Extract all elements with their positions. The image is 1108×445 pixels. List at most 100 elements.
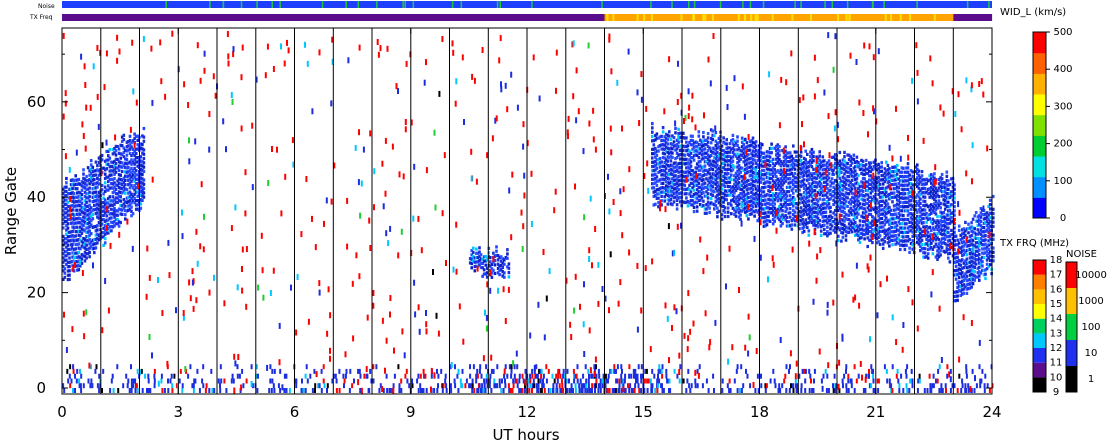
ground-scatter-cell [285, 373, 288, 379]
echo-cell [736, 156, 739, 160]
echo-cell [855, 159, 859, 164]
echo-cell [852, 175, 856, 179]
echo-cell [770, 176, 773, 181]
echo-cell [699, 185, 702, 189]
echo-cell [702, 156, 705, 160]
echo-cell [872, 177, 876, 182]
ground-scatter-cell [629, 383, 632, 389]
echo-cell [830, 155, 834, 159]
ground-scatter-cell [192, 383, 195, 389]
echo-cell [959, 233, 962, 237]
echo-cell [699, 177, 702, 181]
echo-cell [768, 219, 772, 223]
echo-cell [776, 186, 780, 190]
echo-cell [888, 210, 891, 214]
echo-cell [775, 179, 778, 183]
ground-scatter-cell [570, 388, 573, 393]
echo-cell [110, 216, 113, 220]
tx-freq-strip-label: TX Freq [29, 14, 53, 21]
echo-cell [666, 176, 670, 180]
ground-scatter-cell [479, 388, 482, 393]
echo-cell [877, 214, 880, 218]
echo-cell [888, 167, 891, 171]
noise-strip-tick [402, 1, 404, 8]
echo-cell [826, 199, 829, 204]
ground-scatter-cell [607, 373, 610, 379]
noise-strip-label: Noise [38, 3, 55, 10]
echo-cell [678, 148, 682, 152]
ground-scatter-cell [649, 378, 652, 384]
echo-cell [860, 197, 863, 201]
echo-cell [111, 178, 115, 182]
echo-cell [142, 161, 146, 165]
echo-cell [970, 251, 973, 255]
echo-cell [652, 151, 656, 156]
ground-scatter-cell [268, 388, 271, 393]
echo-cell [902, 166, 905, 170]
ground-scatter-cell [822, 373, 825, 379]
echo-cell [694, 166, 697, 170]
ground-scatter-cell [620, 378, 623, 384]
echo-cell [920, 191, 924, 195]
echo-cell [902, 179, 905, 183]
echo-cell [981, 247, 984, 251]
ground-scatter-cell [461, 368, 464, 374]
noise-strip-tick [846, 1, 849, 8]
echo-cell [849, 159, 852, 163]
echo-cell [120, 191, 124, 195]
echo-cell [72, 183, 76, 187]
ground-scatter-cell [593, 364, 596, 370]
echo-cell [113, 172, 116, 176]
echo-cell [753, 167, 756, 171]
echo-cell [779, 177, 783, 181]
ground-scatter-cell [302, 388, 305, 393]
echo-cell [94, 190, 98, 194]
echo-cell [714, 178, 718, 182]
echo-cell [747, 183, 750, 187]
echo-cell [926, 205, 930, 209]
echo-cell [689, 177, 693, 181]
echo-cell [992, 259, 995, 263]
ground-scatter-cell [349, 368, 352, 374]
echo-cell [651, 182, 654, 186]
echo-cell [978, 274, 981, 278]
echo-cell [713, 207, 716, 211]
echo-cell [476, 260, 480, 264]
echo-cell [863, 172, 866, 177]
echo-cell [711, 172, 714, 176]
echo-cell [816, 169, 820, 173]
echo-cell [77, 190, 81, 194]
echo-cell [730, 212, 733, 216]
ground-scatter-cell [388, 388, 391, 393]
echo-cell [737, 194, 741, 198]
echo-cell [733, 208, 736, 212]
ground-scatter-cell [306, 378, 309, 384]
echo-cell [930, 185, 933, 190]
echo-cell [939, 180, 942, 184]
echo-cell [88, 182, 91, 186]
echo-cell [810, 147, 814, 152]
ground-scatter-cell [445, 383, 448, 389]
echo-cell [877, 180, 880, 184]
echo-cell [925, 177, 928, 181]
echo-cell [705, 160, 708, 164]
echo-cell [107, 222, 110, 226]
echo-cell [829, 167, 832, 171]
echo-cell [826, 195, 829, 199]
ground-scatter-cell [460, 383, 463, 389]
echo-cell [672, 200, 676, 204]
echo-cell [892, 182, 896, 186]
echo-cell [697, 143, 701, 147]
echo-cell [700, 144, 704, 148]
echo-cell [931, 174, 935, 178]
echo-cell [657, 200, 660, 205]
ground-scatter-cell [853, 364, 856, 370]
ground-scatter-cell [658, 378, 661, 384]
ground-scatter-cell [479, 364, 482, 370]
noise-strip-tick [749, 1, 752, 8]
echo-cell [485, 266, 489, 271]
echo-cell [722, 157, 725, 161]
echo-cell [950, 233, 953, 237]
echo-cell [926, 192, 930, 196]
echo-cell [714, 161, 718, 165]
